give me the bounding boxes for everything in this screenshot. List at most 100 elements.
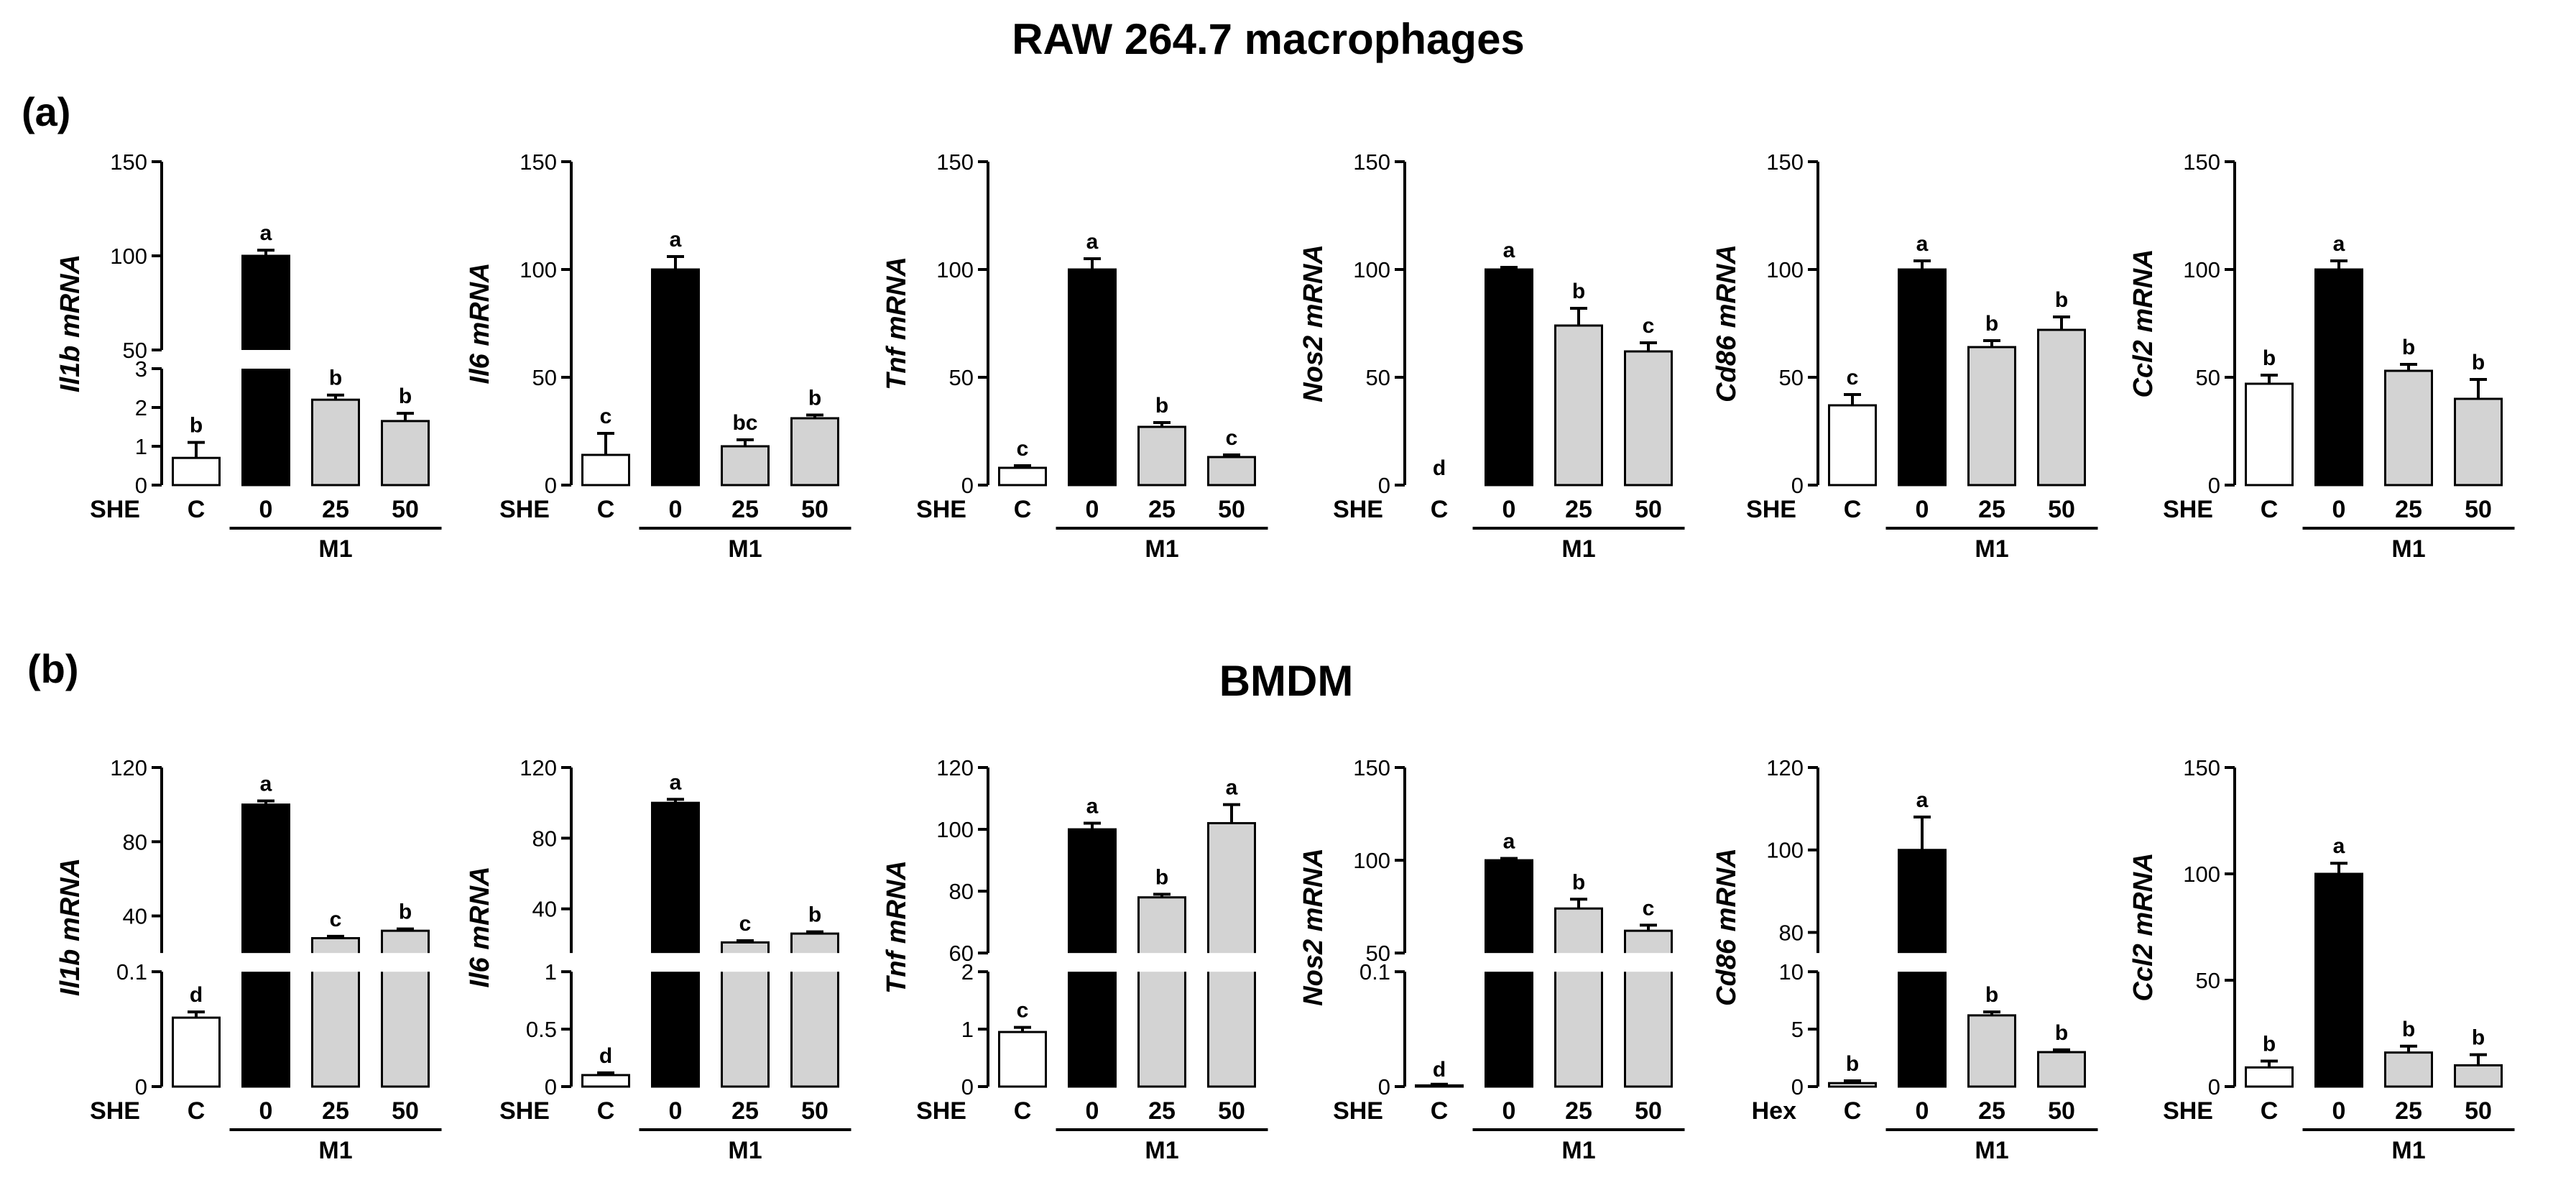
group-label: M1: [2391, 535, 2425, 563]
bar-nos2-0: [1485, 268, 1533, 487]
y-tick-label: 0: [2208, 473, 2220, 498]
y-tick-label: 150: [110, 149, 147, 175]
bar-ccl2-50: [2454, 1064, 2503, 1088]
category-label: 50: [392, 496, 419, 523]
y-axis-label: Ccl2 mRNA: [2128, 853, 2159, 1002]
bar-cd86-50: [2037, 328, 2086, 487]
y-tick-label: 0: [135, 473, 147, 498]
y-axis-label: Cd86 mRNA: [1712, 244, 1742, 402]
error-bar: [1913, 259, 1931, 269]
treatment-label: SHE: [499, 496, 550, 523]
chart-b-il1b: d Ca 0 c 25 b 50 0 0.1 40 80 120 Il1b mRNA SHE M1: [55, 755, 444, 1164]
error-bar: [2470, 378, 2487, 399]
category-label: 0: [1086, 1097, 1099, 1125]
category-label: 25: [322, 1097, 349, 1125]
error-bar: [2053, 1048, 2070, 1053]
significance-letter: b: [2055, 1021, 2068, 1045]
group-label: M1: [1561, 535, 1595, 563]
category-label: C: [1844, 496, 1862, 523]
y-tick-label: 0: [545, 473, 557, 498]
error-bar: [1983, 1010, 2000, 1015]
error-bar: [257, 249, 274, 256]
y-tick-label: 150: [2183, 755, 2220, 780]
y-tick-label: 50: [123, 338, 147, 363]
significance-letter: a: [260, 221, 272, 245]
error-bar: [1223, 453, 1240, 457]
y-tick-label: 2: [135, 395, 147, 420]
y-tick-label: 0.1: [116, 959, 147, 985]
chart-a-ccl2: b Ca 0 b 25 b 50 0 50 100 150 Ccl2 mRNA SHE M1: [2128, 149, 2515, 563]
category-label: 0: [1502, 1097, 1516, 1125]
y-tick-label: 50: [1366, 941, 1390, 966]
bar-nos2-25: [1554, 324, 1603, 487]
y-tick-label: 100: [520, 257, 557, 282]
significance-letter: a: [1916, 232, 1929, 256]
y-axis-label: Il6 mRNA: [465, 867, 495, 988]
treatment-label: SHE: [2163, 1097, 2213, 1125]
y-tick-label: 50: [949, 365, 974, 390]
y-tick-label: 1: [135, 434, 147, 459]
chart-b-ccl2: b Ca 0 b 25 b 50 0 50 100 150 Ccl2 mRNA SHE M1: [2128, 755, 2515, 1164]
bar-ccl2-50: [2454, 397, 2503, 487]
bar-cd86-50: [2037, 1051, 2086, 1088]
y-tick-label: 80: [532, 826, 557, 851]
error-bar: [806, 930, 823, 934]
bar-cd86-25: [1967, 1014, 2016, 1088]
category-label: 50: [1218, 1097, 1245, 1125]
significance-letter: b: [2263, 346, 2276, 370]
significance-letter: b: [808, 903, 821, 927]
significance-letter: b: [190, 414, 203, 438]
treatment-label: SHE: [916, 1097, 966, 1125]
group-label: M1: [728, 1137, 762, 1164]
y-tick-label: 100: [2183, 862, 2220, 887]
axis-break-band: [992, 953, 1270, 972]
error-bar: [2053, 315, 2070, 330]
significance-letter: b: [329, 367, 342, 390]
bar-il1b-0: [241, 254, 290, 487]
category-label: 0: [669, 496, 683, 523]
y-tick-label: 80: [949, 879, 974, 904]
significance-letter: c: [739, 912, 752, 936]
bar-cd86-C: [1828, 1082, 1877, 1088]
error-bar: [1844, 1079, 1861, 1084]
category-label: 25: [1978, 1097, 2005, 1125]
y-tick-label: 0: [1791, 473, 1804, 498]
group-label: M1: [2391, 1137, 2425, 1164]
significance-letter: b: [2472, 1026, 2485, 1050]
y-tick-label: 120: [936, 755, 974, 780]
error-bar: [1014, 464, 1031, 468]
group-label: M1: [1145, 535, 1178, 563]
bar-cd86-0: [1898, 268, 1947, 487]
y-axis-label: Nos2 mRNA: [1298, 244, 1329, 402]
treatment-label: SHE: [499, 1097, 550, 1125]
y-tick-label: 50: [2196, 365, 2220, 390]
y-tick-label: 100: [110, 244, 147, 269]
title-bmdm: BMDM: [1219, 657, 1354, 705]
bar-il6-50: [790, 417, 839, 487]
category-label: C: [1431, 496, 1449, 523]
y-tick-label: 120: [1766, 755, 1804, 780]
panel-label-b: (b): [27, 646, 79, 691]
axis-break-band: [165, 350, 444, 369]
axis-break-band: [575, 953, 854, 972]
category-label: 50: [392, 1097, 419, 1125]
significance-letter: a: [1086, 230, 1099, 254]
bar-tnf-0: [1068, 268, 1117, 487]
y-tick-label: 100: [2183, 257, 2220, 282]
category-label: C: [1014, 496, 1032, 523]
y-axis-label: Ccl2 mRNA: [2128, 249, 2159, 398]
error-bar: [2400, 363, 2417, 371]
group-label: M1: [1561, 1137, 1595, 1164]
error-bar: [327, 934, 344, 939]
y-tick-label: 0: [545, 1074, 557, 1100]
y-tick-label: 0.5: [526, 1017, 557, 1042]
y-tick-label: 5: [1791, 1017, 1804, 1042]
error-bar: [2400, 1044, 2417, 1053]
category-label: 0: [259, 496, 273, 523]
category-label: C: [2261, 1097, 2279, 1125]
category-label: 25: [1565, 1097, 1592, 1125]
y-tick-label: 50: [2196, 968, 2220, 993]
significance-letter: b: [1985, 312, 1998, 336]
y-axis-label: Tnf mRNA: [882, 860, 912, 994]
